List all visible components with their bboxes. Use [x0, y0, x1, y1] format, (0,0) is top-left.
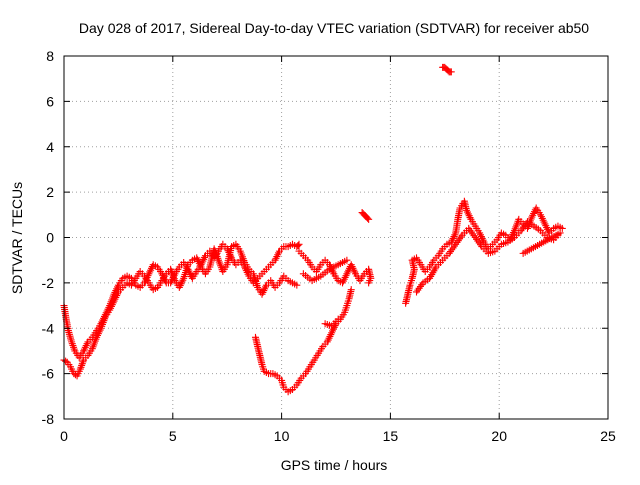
series-arc-middle — [295, 247, 375, 330]
data-point — [365, 279, 373, 287]
data-point — [365, 215, 373, 223]
chart-title: Day 028 of 2017, Sidereal Day-to-day VTE… — [79, 20, 589, 36]
series-arc-dip — [251, 286, 355, 396]
y-tick-label: 6 — [46, 93, 54, 109]
data-point — [519, 249, 527, 257]
data-point — [364, 214, 372, 222]
series-arc-late — [402, 197, 566, 307]
y-axis-label: SDTVAR / TECUs — [9, 182, 25, 294]
data-point — [558, 224, 566, 232]
x-tick-label: 15 — [383, 428, 399, 444]
y-tick-label: -4 — [42, 320, 55, 336]
y-tick-label: 8 — [46, 48, 54, 64]
data-points — [60, 63, 566, 396]
x-tick-label: 0 — [60, 428, 68, 444]
grid — [64, 56, 608, 419]
x-tick-label: 20 — [491, 428, 507, 444]
series-arc-top — [439, 63, 455, 76]
y-tick-label: 4 — [46, 139, 54, 155]
x-tick-label: 10 — [274, 428, 290, 444]
y-tick-label: 0 — [46, 230, 54, 246]
series-arc-main-upper — [60, 240, 301, 380]
ticks: 0 5 10 15 20 25 -8 -6 -4 -2 0 2 4 6 8 — [42, 48, 616, 444]
x-axis-label: GPS time / hours — [281, 457, 388, 473]
data-point — [62, 357, 70, 365]
data-point — [294, 241, 302, 249]
y-tick-label: -2 — [42, 275, 55, 291]
y-tick-label: -6 — [42, 366, 55, 382]
x-tick-label: 5 — [169, 428, 177, 444]
data-point — [343, 256, 351, 264]
data-point — [293, 281, 301, 289]
data-point — [447, 68, 455, 76]
y-tick-label: -8 — [42, 411, 55, 427]
data-point — [334, 315, 342, 323]
data-point — [347, 286, 355, 294]
series-arc-short — [358, 209, 373, 223]
x-tick-label: 25 — [600, 428, 616, 444]
y-tick-label: 2 — [46, 184, 54, 200]
data-point — [295, 240, 303, 248]
